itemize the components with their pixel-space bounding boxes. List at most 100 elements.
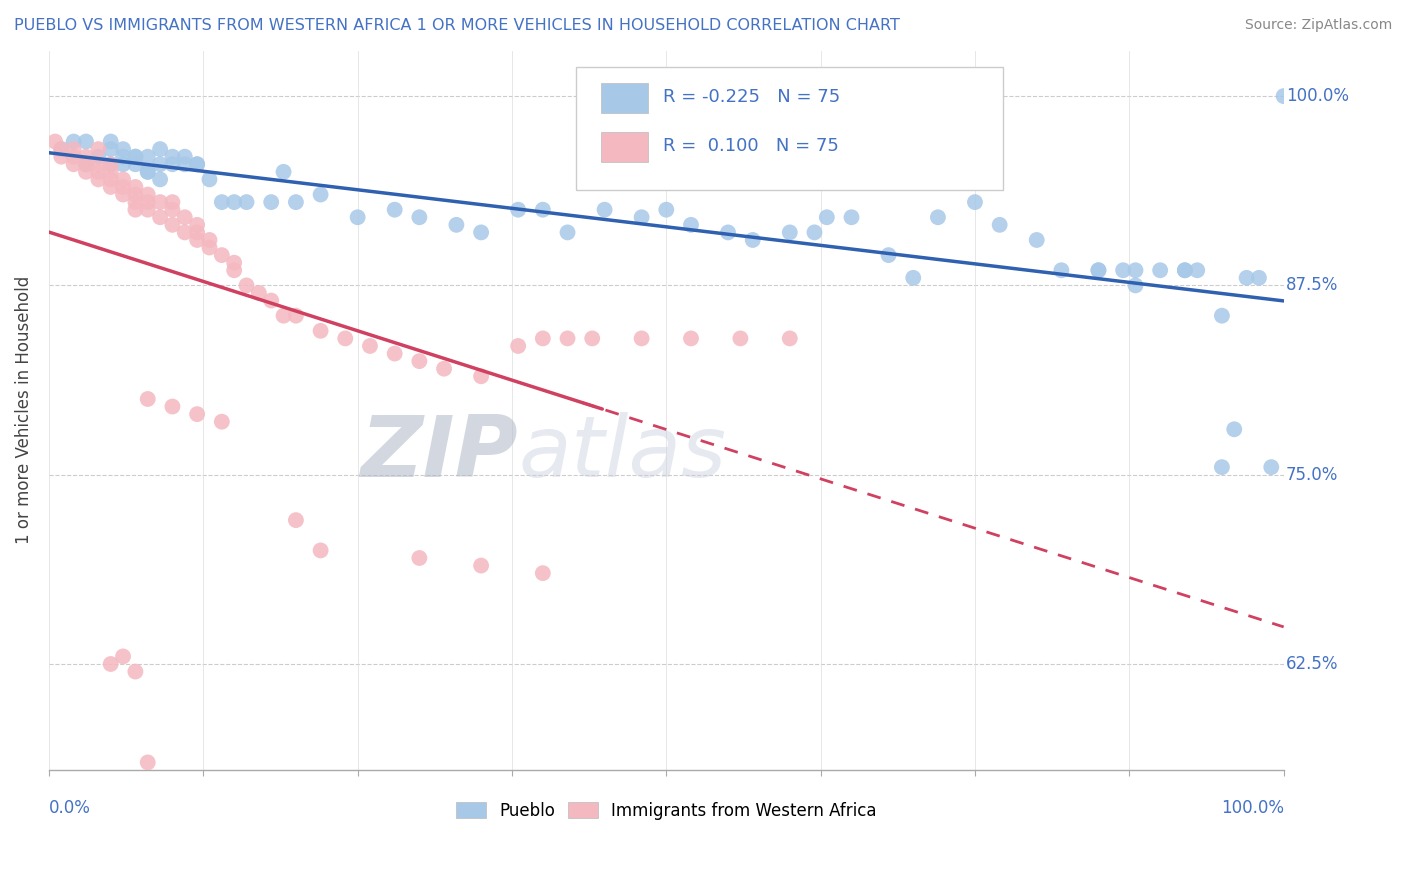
Point [87, 165, 110, 179]
Point [433, 361, 456, 376]
Point [273, 165, 295, 179]
Point [531, 202, 554, 217]
Point [100, 157, 122, 171]
Point [100, 657, 122, 671]
Point [630, 331, 652, 345]
Point [1087, 263, 1109, 277]
Point [508, 339, 530, 353]
Point [87, 157, 110, 171]
Point [186, 226, 208, 240]
Point [136, 165, 159, 179]
Point [557, 331, 579, 345]
Point [224, 195, 246, 210]
Point [988, 218, 1011, 232]
Point [655, 202, 678, 217]
Text: 62.5%: 62.5% [1286, 655, 1339, 673]
Point [679, 218, 702, 232]
Point [235, 195, 257, 210]
Text: 75.0%: 75.0% [1286, 466, 1339, 483]
Point [963, 195, 986, 210]
Point [75, 157, 97, 171]
Text: 100.0%: 100.0% [1220, 798, 1284, 817]
Point [531, 566, 554, 581]
Point [136, 150, 159, 164]
Point [384, 202, 406, 217]
Text: R =  0.100   N = 75: R = 0.100 N = 75 [662, 137, 838, 155]
Point [335, 331, 357, 345]
Point [309, 543, 332, 558]
Point [112, 180, 135, 194]
Text: 87.5%: 87.5% [1286, 277, 1339, 294]
Point [186, 157, 208, 171]
Point [162, 400, 184, 414]
Point [1260, 460, 1282, 475]
Point [124, 150, 146, 164]
Text: 0.0%: 0.0% [49, 798, 91, 817]
Point [1149, 263, 1171, 277]
Point [112, 187, 135, 202]
Point [198, 241, 221, 255]
Point [136, 756, 159, 770]
Point [124, 180, 146, 194]
Point [162, 150, 184, 164]
Point [630, 211, 652, 225]
Point [75, 157, 97, 171]
Point [62, 135, 84, 149]
Point [100, 165, 122, 179]
Point [51, 150, 73, 164]
Point [100, 142, 122, 156]
Point [679, 331, 702, 345]
Point [446, 218, 468, 232]
Point [124, 202, 146, 217]
Point [384, 346, 406, 360]
Point [1087, 263, 1109, 277]
Point [87, 150, 110, 164]
Point [284, 309, 307, 323]
Point [247, 285, 270, 300]
Point [235, 278, 257, 293]
FancyBboxPatch shape [600, 83, 648, 113]
Point [1236, 270, 1258, 285]
Y-axis label: 1 or more Vehicles in Household: 1 or more Vehicles in Household [15, 277, 32, 544]
Point [815, 211, 838, 225]
Text: PUEBLO VS IMMIGRANTS FROM WESTERN AFRICA 1 OR MORE VEHICLES IN HOUSEHOLD CORRELA: PUEBLO VS IMMIGRANTS FROM WESTERN AFRICA… [14, 18, 900, 33]
Point [1125, 263, 1147, 277]
Text: Source: ZipAtlas.com: Source: ZipAtlas.com [1244, 18, 1392, 32]
Point [877, 248, 900, 262]
Point [112, 142, 135, 156]
Point [1025, 233, 1047, 247]
Point [927, 211, 949, 225]
Point [273, 309, 295, 323]
Point [112, 172, 135, 186]
Point [408, 354, 430, 368]
Point [211, 415, 233, 429]
Point [1187, 263, 1209, 277]
Point [136, 187, 159, 202]
Point [100, 180, 122, 194]
Point [359, 339, 381, 353]
Text: ZIP: ZIP [360, 412, 519, 495]
Point [408, 551, 430, 566]
Point [186, 233, 208, 247]
Point [75, 165, 97, 179]
Point [149, 195, 172, 210]
Point [124, 195, 146, 210]
Point [51, 142, 73, 156]
Point [1174, 263, 1197, 277]
Point [198, 172, 221, 186]
Point [112, 150, 135, 164]
Point [346, 211, 368, 225]
Point [408, 211, 430, 225]
Legend: Pueblo, Immigrants from Western Africa: Pueblo, Immigrants from Western Africa [449, 795, 883, 826]
Point [508, 202, 530, 217]
Point [162, 157, 184, 171]
Point [124, 665, 146, 679]
Point [1112, 263, 1135, 277]
Point [124, 150, 146, 164]
Point [581, 331, 603, 345]
Point [260, 195, 283, 210]
Point [100, 157, 122, 171]
Point [87, 172, 110, 186]
Point [136, 195, 159, 210]
Point [284, 195, 307, 210]
